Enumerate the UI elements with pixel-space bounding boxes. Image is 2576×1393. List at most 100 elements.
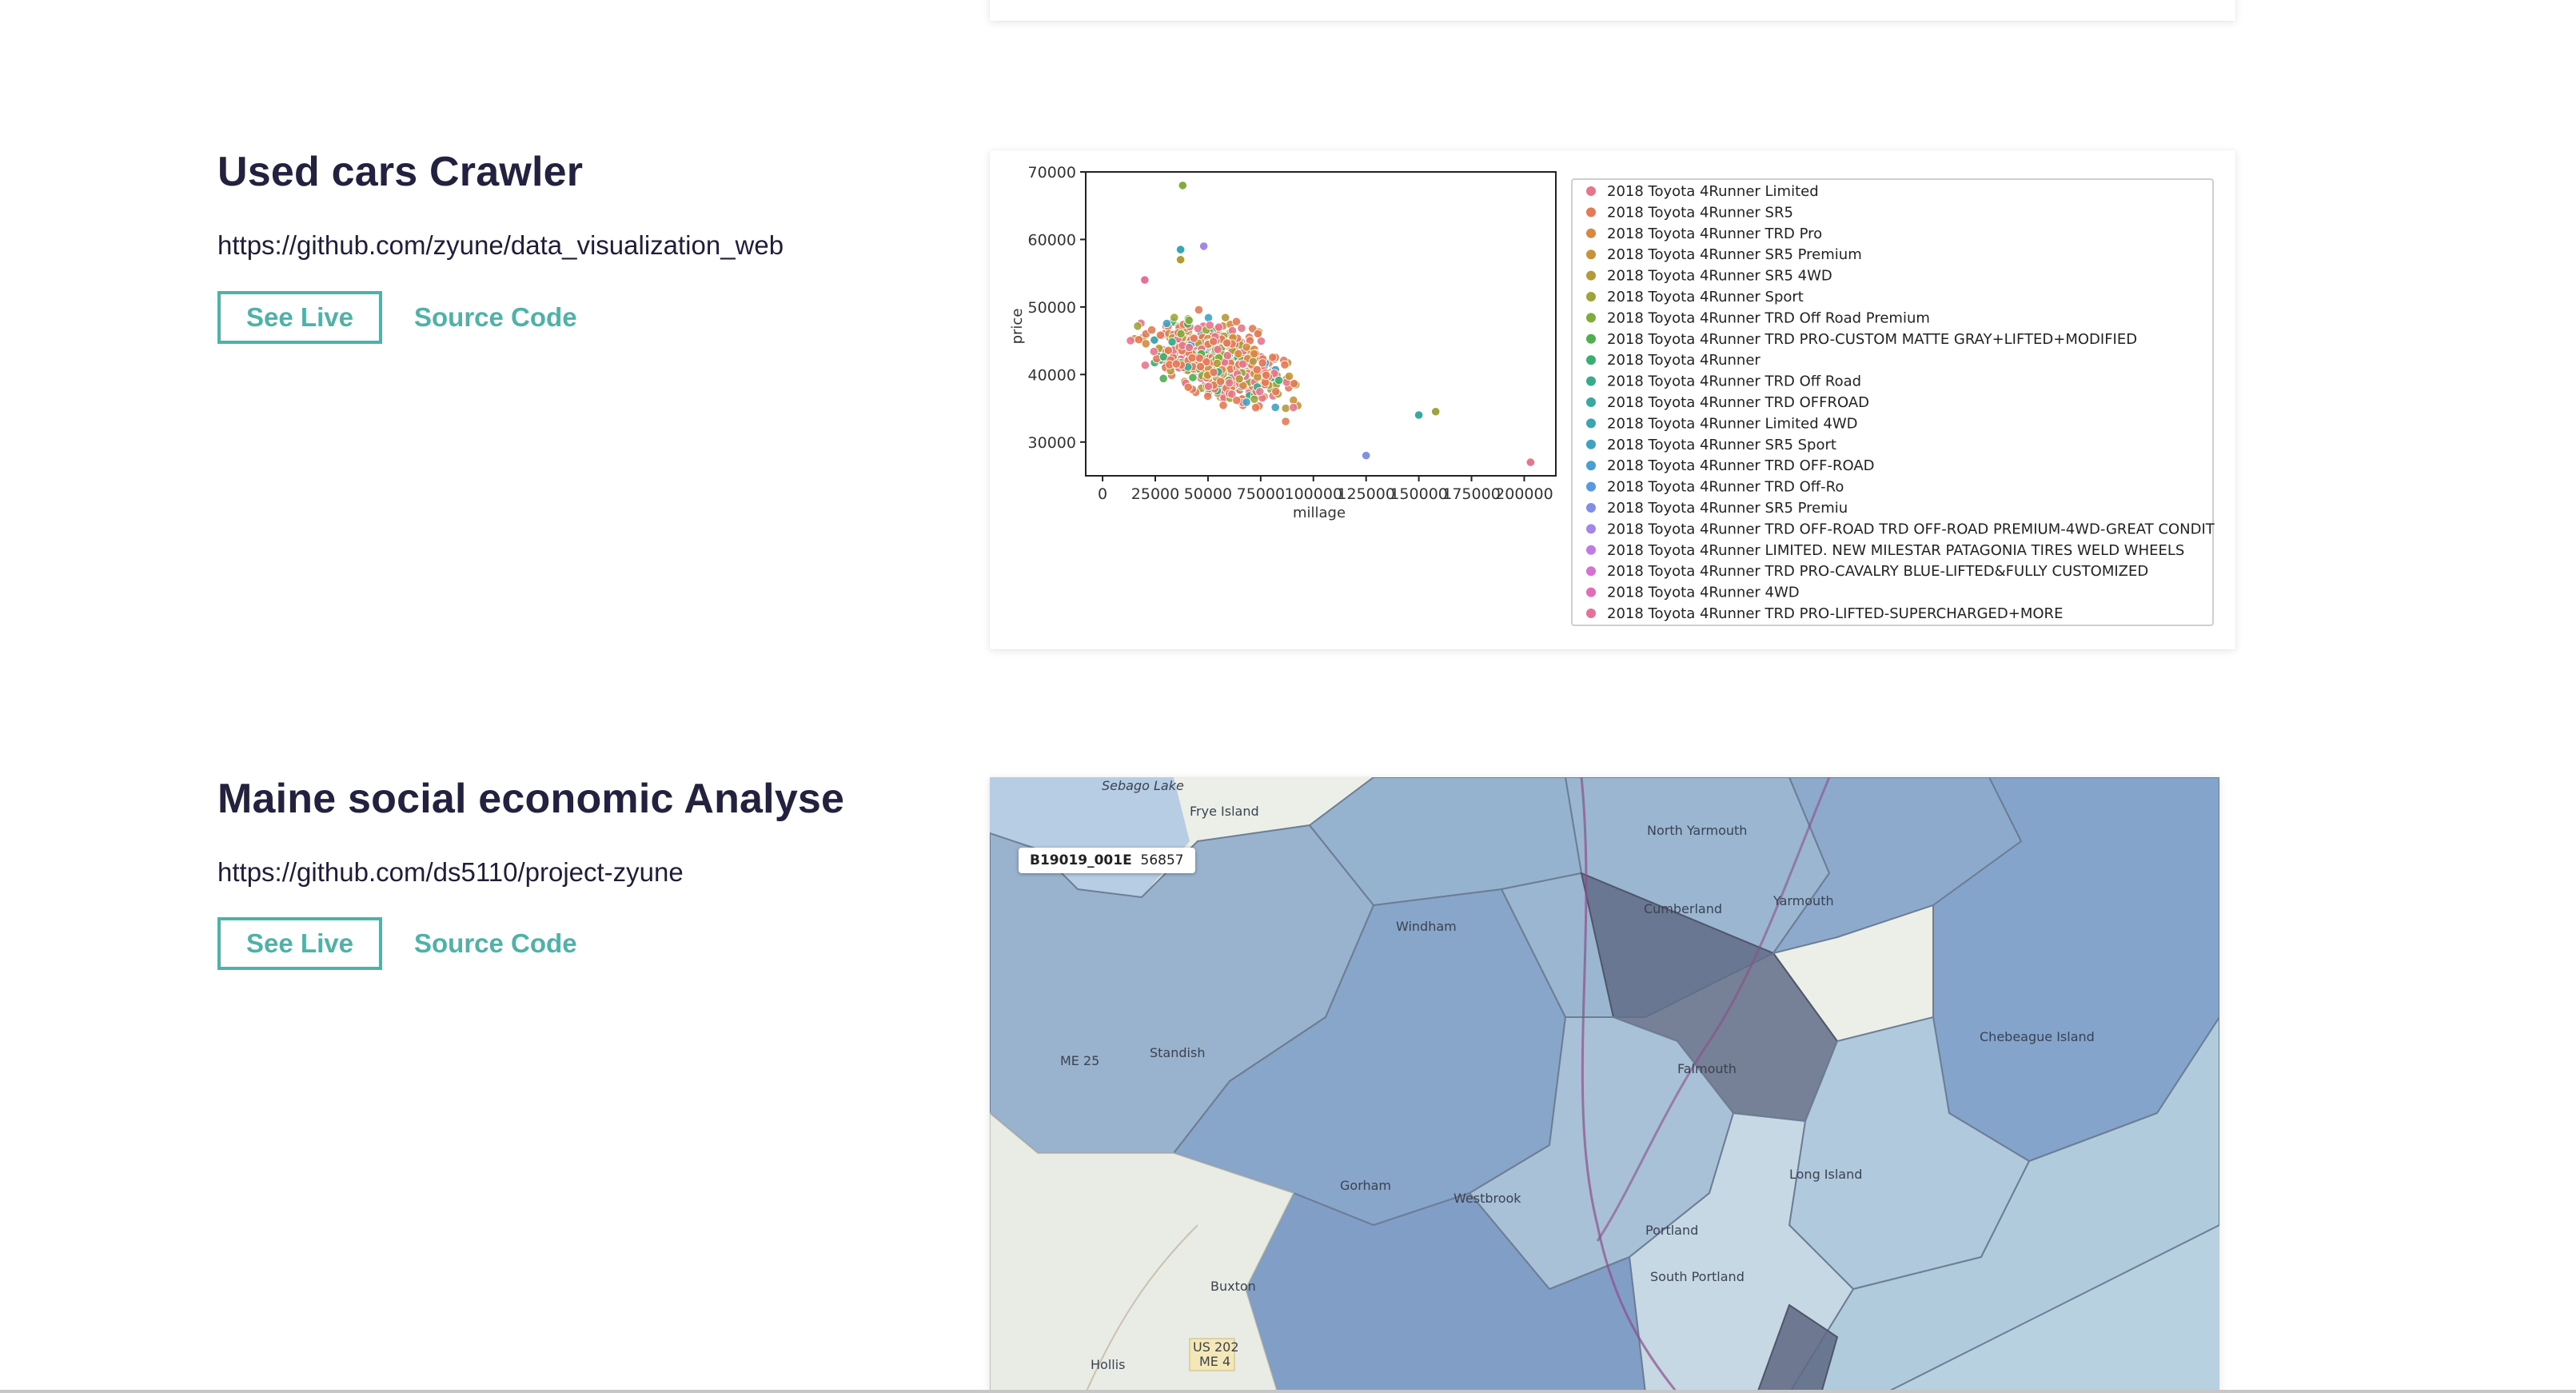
scatter-point [1525, 457, 1535, 467]
scatter-point [1250, 349, 1259, 359]
map-label: Gorham [1340, 1178, 1391, 1193]
x-tick-label: 200000 [1495, 485, 1553, 503]
map-label: Frye Island [1190, 804, 1259, 819]
legend-marker [1586, 461, 1596, 471]
scatter-point [1140, 275, 1150, 285]
scatter-point [1289, 402, 1298, 413]
scatter-point [1222, 351, 1232, 361]
map-label: Westbrook [1453, 1191, 1521, 1206]
scatter-point [1258, 358, 1267, 368]
scatter-point [1242, 397, 1251, 407]
x-tick-label: 75000 [1237, 485, 1285, 503]
map-label: Falmouth [1677, 1061, 1737, 1076]
see-live-button[interactable]: See Live [217, 917, 382, 970]
source-code-link[interactable]: Source Code [414, 928, 577, 958]
scatter-point [1268, 353, 1278, 362]
scatter-point [1212, 358, 1222, 368]
map-region [990, 1112, 1295, 1393]
map-label: Sebago Lake [1102, 778, 1184, 793]
scatter-point [1146, 325, 1157, 335]
scatter-point [1362, 451, 1371, 461]
scatter-point [1141, 339, 1150, 349]
x-tick-label: 175000 [1442, 485, 1501, 503]
scatter-point [1237, 323, 1246, 333]
legend-marker [1586, 587, 1596, 597]
map-label: Buxton [1210, 1279, 1256, 1294]
scatter-point [1242, 342, 1251, 352]
see-live-button[interactable]: See Live [217, 291, 382, 344]
legend-marker [1586, 186, 1596, 196]
map-image-card[interactable]: Sebago Lake Frye Island North Yarmouth C… [990, 777, 2219, 1393]
legend-marker [1586, 566, 1596, 577]
scatter-point [1431, 407, 1441, 417]
scatter-point [1199, 241, 1209, 251]
scatter-point [1250, 394, 1259, 404]
map-label: ME 25 [1060, 1053, 1099, 1068]
legend-marker [1586, 313, 1596, 323]
map-label: Standish [1150, 1045, 1205, 1060]
scatter-point [1238, 359, 1248, 369]
scatter-point [1256, 336, 1266, 346]
legend-marker [1586, 545, 1596, 555]
legend-marker [1586, 270, 1596, 281]
y-tick-label: 40000 [1028, 366, 1076, 384]
scatter-point [1171, 359, 1181, 369]
scatter-point [1150, 335, 1159, 345]
scatter-point [1218, 401, 1228, 410]
scatter-point [1225, 378, 1234, 388]
legend-entry: 2018 Toyota 4Runner LIMITED. NEW MILESTA… [1607, 542, 2184, 559]
scatter-point [1140, 361, 1150, 370]
scatter-point [1162, 318, 1172, 329]
scatter-point [1262, 370, 1271, 380]
legend-box [1571, 178, 2214, 626]
source-code-link[interactable]: Source Code [414, 302, 577, 332]
legend-entry: 2018 Toyota 4Runner Limited [1607, 183, 1819, 200]
project-image-card: 30000 40000 50000 60000 70000 0 25000 50000 750… [990, 150, 2235, 649]
scatter-point [1193, 324, 1202, 333]
scatter-point [1280, 360, 1290, 369]
legend-marker [1586, 249, 1596, 260]
tooltip-field: B19019_001E [1030, 852, 1132, 868]
legend-entry: 2018 Toyota 4Runner TRD Pro [1607, 226, 1822, 242]
scatter-chart: 30000 40000 50000 60000 70000 0 25000 50000 750… [1009, 164, 2215, 626]
scatter-point [1202, 357, 1211, 367]
choropleth-map[interactable]: Sebago Lake Frye Island North Yarmouth C… [990, 777, 2219, 1393]
legend-marker [1586, 439, 1596, 449]
scatter-point [1214, 322, 1224, 332]
map-region [1788, 1016, 2219, 1393]
legend-entry: 2018 Toyota 4Runner SR5 Sport [1607, 437, 1836, 453]
legend-entry: 2018 Toyota 4Runner SR5 Premiu [1607, 500, 1848, 517]
legend-entry: 2018 Toyota 4Runner Sport [1607, 289, 1804, 305]
scatter-point [1209, 337, 1218, 346]
legend-entry: 2018 Toyota 4Runner TRD PRO-CUSTOM MATTE… [1607, 331, 2137, 348]
scatter-point [1289, 379, 1299, 389]
legend-marker [1586, 397, 1596, 407]
scatter-point [1167, 337, 1177, 347]
plot-frame [1085, 171, 1557, 477]
tooltip-value: 56857 [1140, 852, 1184, 868]
scatter-point [1284, 371, 1294, 381]
map-label: Chebeague Island [1980, 1029, 2095, 1044]
scatter-point [1221, 313, 1230, 322]
x-tick-label: 0 [1098, 485, 1107, 503]
legend-entry: 2018 Toyota 4Runner TRD Off Road Premium [1607, 309, 1930, 326]
road-line [1085, 1224, 1198, 1393]
scatter-point [1133, 321, 1142, 331]
scatter-point [1189, 333, 1198, 343]
scatter-point [1255, 387, 1265, 397]
scatter-point [1213, 345, 1222, 354]
scatter-point [1281, 403, 1290, 413]
scatter-point [1163, 345, 1173, 355]
legend-entry: 2018 Toyota 4Runner TRD OFFROAD [1607, 394, 1869, 411]
scatter-point [1176, 245, 1186, 254]
y-tick-label: 70000 [1028, 164, 1076, 182]
legend-entry: 2018 Toyota 4Runner SR5 [1607, 204, 1793, 221]
scatter-point [1253, 372, 1262, 382]
scatter-point [1205, 321, 1214, 330]
legend-entry: 2018 Toyota 4Runner TRD PRO-LIFTED-SUPER… [1607, 605, 2063, 622]
scatter-point [1250, 403, 1261, 413]
scatter-point [1178, 181, 1187, 190]
x-tick-label: 25000 [1131, 485, 1179, 503]
project-url: https://github.com/ds5110/project-zyune [217, 857, 684, 887]
legend-entry: 2018 Toyota 4Runner TRD Off Road [1607, 373, 1861, 390]
